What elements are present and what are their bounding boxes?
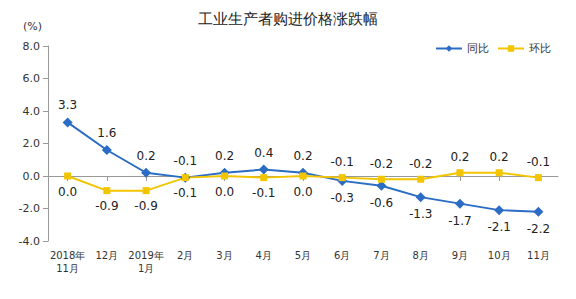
svg-text:-0.1: -0.1 <box>331 155 354 169</box>
svg-text:-0.9: -0.9 <box>134 199 157 213</box>
svg-text:-0.2: -0.2 <box>370 157 393 171</box>
svg-text:2019年: 2019年 <box>128 250 163 261</box>
svg-text:-0.1: -0.1 <box>174 186 197 200</box>
svg-text:0.2: 0.2 <box>137 149 156 163</box>
svg-text:工业生产者购进价格涨跌幅: 工业生产者购进价格涨跌幅 <box>198 10 378 28</box>
svg-text:1.6: 1.6 <box>97 126 116 140</box>
svg-text:-0.1: -0.1 <box>174 154 197 168</box>
svg-text:11月: 11月 <box>56 263 79 274</box>
svg-text:0.2: 0.2 <box>293 149 312 163</box>
svg-text:0.4: 0.4 <box>254 146 273 160</box>
svg-text:0.0: 0.0 <box>293 185 312 199</box>
svg-text:2018年: 2018年 <box>50 250 85 261</box>
svg-text:-0.1: -0.1 <box>252 186 275 200</box>
svg-text:0.2: 0.2 <box>215 149 234 163</box>
svg-text:3月: 3月 <box>216 250 232 261</box>
svg-text:2月: 2月 <box>177 250 193 261</box>
svg-text:11月: 11月 <box>527 250 550 261</box>
svg-text:1月: 1月 <box>138 263 154 274</box>
svg-text:4月: 4月 <box>256 250 272 261</box>
svg-text:-1.7: -1.7 <box>448 214 471 228</box>
svg-text:0.2: 0.2 <box>450 150 469 164</box>
svg-text:8.0: 8.0 <box>23 40 41 53</box>
svg-text:-0.9: -0.9 <box>95 199 118 213</box>
svg-text:5月: 5月 <box>295 250 311 261</box>
svg-text:2.0: 2.0 <box>23 137 41 150</box>
svg-text:3.3: 3.3 <box>58 98 77 112</box>
svg-text:6.0: 6.0 <box>23 72 41 85</box>
svg-text:-2.1: -2.1 <box>487 220 510 234</box>
svg-text:7月: 7月 <box>373 250 389 261</box>
svg-text:6月: 6月 <box>334 250 350 261</box>
svg-text:-0.2: -0.2 <box>409 157 432 171</box>
svg-text:12月: 12月 <box>95 250 118 261</box>
svg-text:0.0: 0.0 <box>215 185 234 199</box>
svg-text:0.0: 0.0 <box>58 185 77 199</box>
svg-text:4.0: 4.0 <box>23 105 41 118</box>
svg-text:(%): (%) <box>23 20 42 33</box>
svg-text:-0.1: -0.1 <box>527 155 550 169</box>
svg-text:-4.0: -4.0 <box>19 235 40 248</box>
svg-text:环比: 环比 <box>529 42 551 55</box>
svg-text:0.0: 0.0 <box>23 170 41 183</box>
svg-text:0.2: 0.2 <box>490 150 509 164</box>
svg-text:8月: 8月 <box>413 250 429 261</box>
svg-text:同比: 同比 <box>467 42 489 55</box>
svg-text:-2.2: -2.2 <box>527 222 550 236</box>
svg-text:-1.3: -1.3 <box>409 207 432 221</box>
svg-text:9月: 9月 <box>452 250 468 261</box>
svg-text:-0.6: -0.6 <box>370 196 393 210</box>
svg-text:10月: 10月 <box>488 250 511 261</box>
svg-text:-2.0: -2.0 <box>19 202 40 215</box>
svg-text:-0.3: -0.3 <box>331 191 354 205</box>
